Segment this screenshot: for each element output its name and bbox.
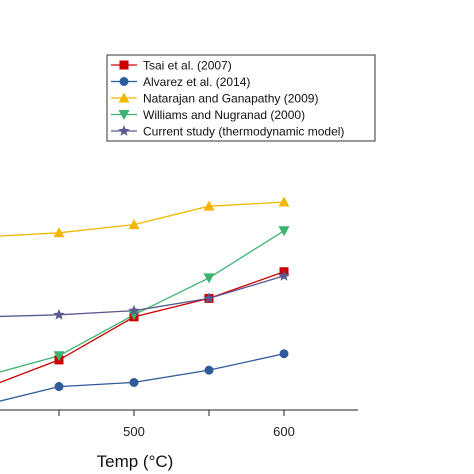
legend: Tsai et al. (2007) Alvarez et al. (2014) N… <box>106 54 376 142</box>
data-point-3-2 <box>53 227 65 238</box>
data-point-5-3 <box>128 304 140 316</box>
data-point-3-5 <box>278 196 290 207</box>
data-point-4-2 <box>53 351 65 362</box>
legend-marker-5 <box>118 125 130 136</box>
legend-marker-3 <box>118 92 130 103</box>
series-line-3 <box>0 201 285 237</box>
legend-label-5: Current study (thermodynamic model) <box>143 125 344 139</box>
x-tick-label: 600 <box>273 424 295 439</box>
legend-label-1: Tsai et al. (2007) <box>143 59 232 73</box>
legend-label-4: Williams and Nugranad (2000) <box>143 108 305 122</box>
legend-marker-2 <box>119 77 129 86</box>
legend-marker-1 <box>119 60 129 70</box>
legend-marker-4 <box>118 110 130 120</box>
data-point-3-3 <box>128 219 140 230</box>
series-line-4 <box>0 230 285 373</box>
data-point-2-2 <box>54 382 64 392</box>
markers-layer <box>53 196 290 392</box>
data-point-2-3 <box>129 377 139 387</box>
series-line-2 <box>0 353 285 402</box>
data-point-4-4 <box>203 273 215 284</box>
legend-label-3: Natarajan and Ganapathy (2009) <box>143 92 318 106</box>
data-point-5-2 <box>53 308 65 320</box>
data-point-5-4 <box>203 292 215 304</box>
data-point-3-4 <box>203 200 215 211</box>
legend-label-2: Alvarez et al. (2014) <box>143 75 250 89</box>
data-point-2-4 <box>204 365 214 375</box>
legend-box <box>106 54 376 142</box>
data-point-4-5 <box>278 226 290 237</box>
data-point-5-5 <box>278 269 290 281</box>
x-tick-label: 500 <box>123 424 145 439</box>
x-axis-ticks: 500 600 <box>58 410 295 439</box>
x-axis-title: Temp (°C) <box>97 452 174 471</box>
plot-area <box>0 201 285 402</box>
data-point-2-5 <box>279 349 289 359</box>
